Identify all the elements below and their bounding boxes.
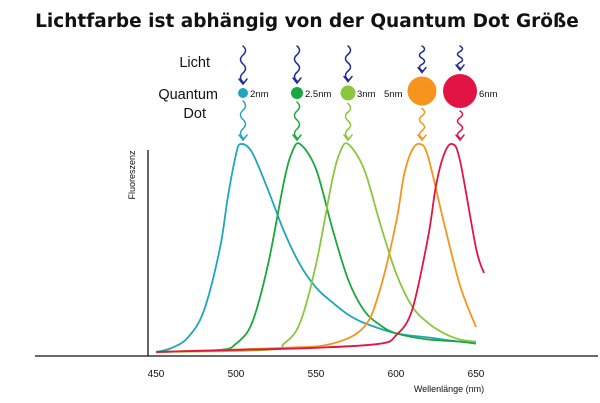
dot-size-label-1: 2nm	[250, 89, 269, 100]
emitted-light-5-head	[455, 134, 465, 142]
x-tick-label-550: 550	[308, 369, 325, 380]
emitted-light-3	[344, 102, 352, 139]
quantum-dot-2	[291, 87, 303, 99]
quantum-dot-4	[407, 76, 437, 106]
emission-curve-5	[155, 142, 485, 353]
fluorescence-plot: 450 500 550 600 650 Wellenlänge (nm) Fluores…	[35, 142, 598, 394]
excitation-light-4-head	[417, 66, 427, 74]
emitted-light-1-head	[238, 134, 248, 142]
x-tick-label-500: 500	[228, 369, 245, 380]
x-axis-title: Wellenlänge (nm)	[414, 384, 484, 394]
emitted-light-1	[239, 100, 247, 139]
quantum-dot-illustration: 2nm 2.5nm 3nm 5nm 6nm	[238, 45, 498, 142]
quantum-dot-1	[238, 88, 248, 98]
excitation-light-2-head	[292, 77, 302, 85]
y-axis-title: Fluoreszenz	[127, 150, 137, 200]
emission-curve-2	[155, 142, 477, 353]
excitation-light-5-head	[455, 64, 465, 72]
light-row-label: Licht	[179, 55, 210, 71]
excitation-light-4	[418, 45, 426, 72]
emitted-light-2-head	[292, 134, 302, 142]
quantum-row-label: Quantum	[158, 87, 218, 103]
emitted-light-4	[418, 107, 426, 139]
excitation-light-2	[293, 45, 301, 82]
excitation-light-3-head	[343, 75, 353, 83]
excitation-light-5	[456, 45, 464, 69]
dot-size-label-5: 6nm	[479, 89, 498, 100]
quantum-dot-5	[443, 74, 477, 108]
x-tick-label-450: 450	[148, 369, 165, 380]
excitation-light-1	[239, 45, 247, 83]
quantum-dot-3	[340, 85, 356, 101]
emitted-light-3-head	[343, 134, 353, 142]
emission-curves	[155, 142, 485, 353]
emission-curve-4	[155, 142, 477, 353]
emitted-light-2	[293, 101, 301, 139]
x-tick-labels: 450 500 550 600 650	[148, 369, 485, 380]
excitation-light-1-head	[238, 78, 248, 86]
dot-size-label-2: 2.5nm	[305, 89, 331, 100]
dot-size-label-3: 3nm	[357, 89, 376, 100]
dot-row-label: Dot	[183, 106, 206, 122]
x-tick-label-650: 650	[468, 369, 485, 380]
emission-curve-3	[155, 142, 477, 353]
emitted-light-5	[456, 110, 464, 139]
x-tick-label-600: 600	[388, 369, 405, 380]
dot-size-label-4: 5nm	[384, 89, 403, 100]
excitation-light-3	[344, 45, 352, 81]
emission-curve-1	[155, 143, 477, 353]
figure-title: Lichtfarbe ist abhängig von der Quantum …	[35, 11, 579, 32]
emitted-light-4-head	[417, 134, 427, 142]
